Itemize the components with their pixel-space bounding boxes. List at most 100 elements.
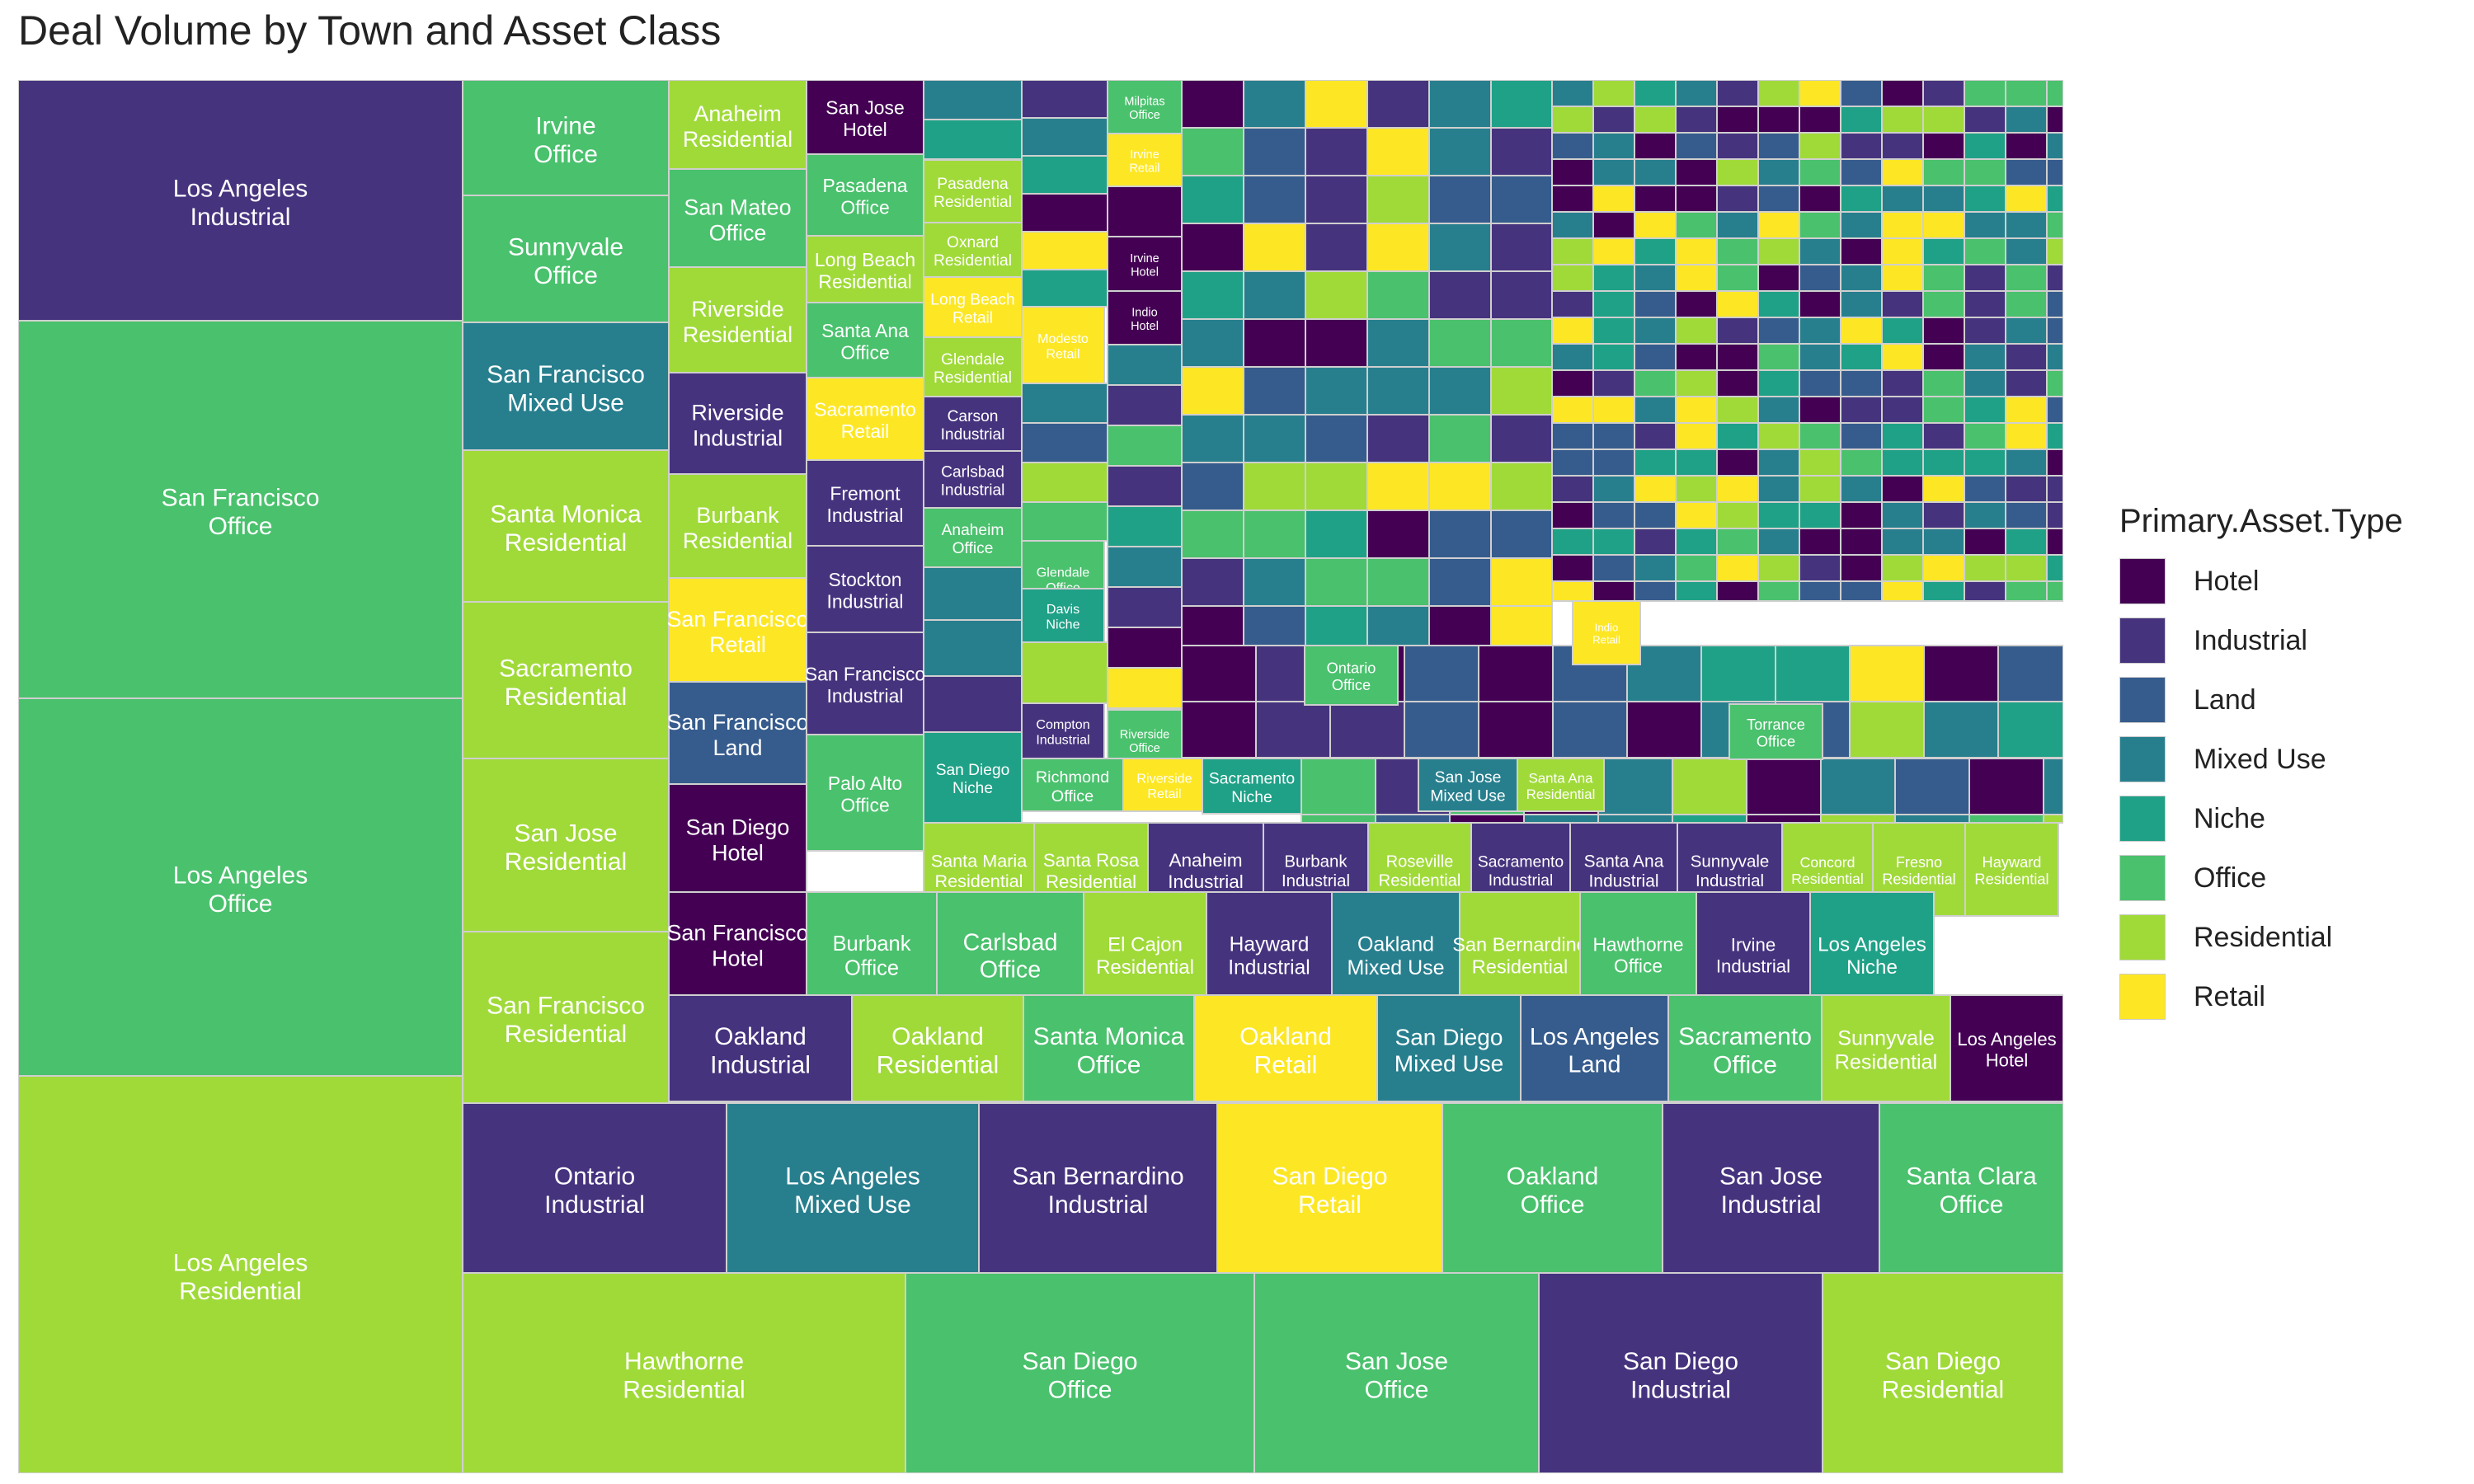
small-tile[interactable] <box>1675 343 1718 371</box>
small-tile[interactable] <box>2005 185 2048 213</box>
small-tile[interactable] <box>2046 185 2063 213</box>
tile-rect[interactable] <box>806 302 924 378</box>
small-tile[interactable] <box>1021 641 1108 704</box>
small-tile[interactable] <box>1757 501 1800 529</box>
small-tile[interactable] <box>1592 396 1635 424</box>
small-tile[interactable] <box>1634 475 1677 503</box>
tile-los-angeles-hotel[interactable]: Los Angeles Hotel <box>1950 994 2063 1102</box>
small-tile[interactable] <box>1404 645 1479 702</box>
tile-rect[interactable] <box>1107 133 1183 187</box>
small-tile[interactable] <box>1490 175 1553 224</box>
small-tile[interactable] <box>1968 758 2044 815</box>
small-tile[interactable] <box>923 119 1023 160</box>
small-tile[interactable] <box>1243 80 1306 129</box>
small-tile[interactable] <box>1551 475 1594 503</box>
small-tile[interactable] <box>1552 701 1628 758</box>
small-tile[interactable] <box>1675 80 1718 107</box>
small-tile[interactable] <box>2046 158 2063 186</box>
tile-san-jose-hotel[interactable]: San Jose Hotel <box>806 80 924 155</box>
tile-milpitas-office[interactable]: Milpitas Office <box>1107 80 1183 134</box>
small-tile[interactable] <box>1243 366 1306 416</box>
small-tile[interactable] <box>1799 80 1841 107</box>
small-tile[interactable] <box>1881 290 1924 318</box>
tile-rect[interactable] <box>462 322 670 451</box>
small-tile[interactable] <box>1922 290 1965 318</box>
tile-compton-industrial[interactable]: Compton Industrial <box>1021 702 1105 759</box>
small-tile[interactable] <box>1243 270 1306 320</box>
small-tile[interactable] <box>1592 264 1635 292</box>
small-tile[interactable] <box>1551 580 1594 602</box>
tile-rect[interactable] <box>806 235 924 303</box>
small-tile[interactable] <box>2046 369 2063 397</box>
tile-rect[interactable] <box>462 1102 727 1274</box>
small-tile[interactable] <box>1840 554 1883 582</box>
small-tile[interactable] <box>1551 528 1594 556</box>
small-tile[interactable] <box>1592 158 1635 186</box>
small-tile[interactable] <box>1894 814 1970 824</box>
small-tile[interactable] <box>1021 80 1108 119</box>
small-tile[interactable] <box>1923 645 1999 702</box>
small-tile[interactable] <box>1757 132 1800 160</box>
small-tile[interactable] <box>1021 422 1108 463</box>
small-tile[interactable] <box>1551 264 1594 292</box>
small-tile[interactable] <box>2005 528 2048 556</box>
small-tile[interactable] <box>1881 448 1924 477</box>
tile-oakland-retail[interactable]: Oakland Retail <box>1193 994 1378 1102</box>
tile-palo-alto-office[interactable]: Palo Alto Office <box>806 734 924 852</box>
small-tile[interactable] <box>1964 448 2006 477</box>
small-tile[interactable] <box>1592 554 1635 582</box>
small-tile[interactable] <box>1634 237 1677 265</box>
small-tile[interactable] <box>1675 185 1718 213</box>
tile-rect[interactable] <box>18 320 463 699</box>
tile-rect[interactable] <box>806 632 924 735</box>
small-tile[interactable] <box>1634 264 1677 292</box>
small-tile[interactable] <box>2046 422 2063 450</box>
small-tile[interactable] <box>1922 448 1965 477</box>
small-tile[interactable] <box>1428 462 1492 511</box>
tile-rect[interactable] <box>1304 645 1399 706</box>
small-tile[interactable] <box>1881 396 1924 424</box>
small-tile[interactable] <box>1757 237 1800 265</box>
tile-rect[interactable] <box>1202 758 1302 815</box>
small-tile[interactable] <box>1922 528 1965 556</box>
small-tile[interactable] <box>1021 117 1108 157</box>
small-tile[interactable] <box>1716 158 1759 186</box>
tile-san-bernardino-industrial[interactable]: San Bernardino Industrial <box>978 1102 1218 1274</box>
tile-rect[interactable] <box>726 1102 980 1274</box>
tile-riverside-industrial[interactable]: Riverside Industrial <box>668 372 807 475</box>
tile-pasadena-residential[interactable]: Pasadena Residential <box>923 159 1023 223</box>
small-tile[interactable] <box>1881 317 1924 345</box>
tile-san-diego-industrial[interactable]: San Diego Industrial <box>1538 1272 1823 1473</box>
tile-burbank-residential[interactable]: Burbank Residential <box>668 473 807 579</box>
small-tile[interactable] <box>1840 317 1883 345</box>
small-tile[interactable] <box>1634 369 1677 397</box>
tile-san-jose-residential[interactable]: San Jose Residential <box>462 758 670 932</box>
tile-san-jose-office[interactable]: San Jose Office <box>1253 1272 1540 1473</box>
small-tile[interactable] <box>1840 369 1883 397</box>
small-tile[interactable] <box>1964 185 2006 213</box>
tile-rect[interactable] <box>1021 588 1105 643</box>
tile-fremont-industrial[interactable]: Fremont Industrial <box>806 459 924 547</box>
small-tile[interactable] <box>1675 475 1718 503</box>
small-tile[interactable] <box>1305 414 1368 463</box>
small-tile[interactable] <box>1968 814 2044 824</box>
small-tile[interactable] <box>1551 501 1594 529</box>
tile-san-diego-residential[interactable]: San Diego Residential <box>1822 1272 2063 1473</box>
tile-hayward-residential[interactable]: Hayward Residential <box>1964 822 2059 917</box>
small-tile[interactable] <box>1255 701 1331 758</box>
tile-ontario-industrial[interactable]: Ontario Industrial <box>462 1102 727 1274</box>
legend-item-office[interactable]: Office <box>2119 848 2403 908</box>
small-tile[interactable] <box>1107 384 1183 426</box>
tile-rect[interactable] <box>806 459 924 547</box>
small-tile[interactable] <box>1634 580 1677 602</box>
small-tile[interactable] <box>1757 185 1800 213</box>
small-tile[interactable] <box>1490 366 1553 416</box>
small-tile[interactable] <box>2046 475 2063 503</box>
small-tile[interactable] <box>1551 132 1594 160</box>
small-tile[interactable] <box>1716 343 1759 371</box>
small-tile[interactable] <box>1716 290 1759 318</box>
small-tile[interactable] <box>1840 396 1883 424</box>
small-tile[interactable] <box>1964 317 2006 345</box>
small-tile[interactable] <box>2005 132 2048 160</box>
small-tile[interactable] <box>923 675 1023 733</box>
